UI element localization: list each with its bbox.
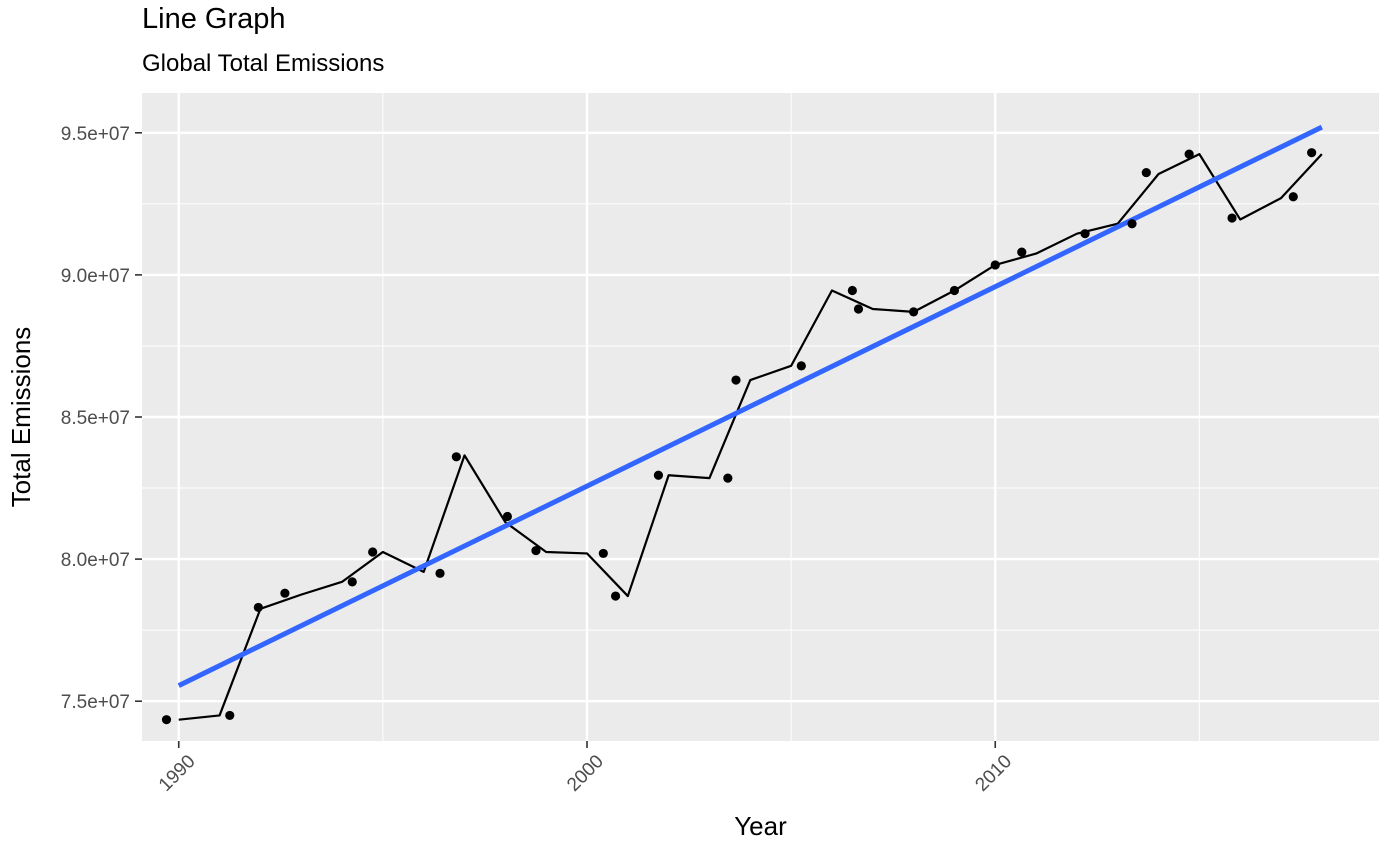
data-point bbox=[451, 452, 461, 462]
data-point bbox=[598, 548, 608, 559]
data-point bbox=[1184, 149, 1194, 159]
data-point bbox=[853, 304, 864, 314]
y-tick-label: 9.0e+07 bbox=[61, 266, 130, 287]
data-point bbox=[949, 285, 960, 296]
y-tick-label: 8.5e+07 bbox=[61, 408, 130, 429]
data-point bbox=[1017, 247, 1027, 257]
data-point bbox=[990, 260, 1000, 270]
data-point bbox=[610, 591, 621, 601]
data-point bbox=[435, 568, 445, 578]
data-point bbox=[653, 470, 664, 480]
data-point bbox=[1288, 192, 1298, 202]
data-point bbox=[368, 547, 378, 557]
y-tick-label: 9.5e+07 bbox=[61, 124, 130, 145]
data-point bbox=[723, 473, 733, 483]
chart-subtitle: Global Total Emissions bbox=[142, 50, 384, 77]
data-point bbox=[347, 577, 357, 587]
data-point bbox=[1307, 148, 1317, 158]
data-point bbox=[1127, 219, 1137, 229]
data-point bbox=[1227, 213, 1237, 223]
x-axis-ticks: 1990 2000 2010 bbox=[155, 741, 1016, 796]
x-tick-label: 1990 bbox=[155, 751, 200, 796]
data-point bbox=[502, 511, 512, 522]
x-axis-title: Year bbox=[734, 811, 787, 841]
y-axis-ticks: 7.5e+07 8.0e+07 8.5e+07 9.0e+07 9.5e+07 bbox=[61, 124, 142, 713]
y-axis-title: Total Emissions bbox=[6, 327, 36, 508]
y-tick-label: 8.0e+07 bbox=[61, 550, 130, 571]
y-tick-label: 7.5e+07 bbox=[61, 692, 130, 713]
data-point bbox=[1141, 167, 1151, 178]
data-point bbox=[161, 715, 172, 725]
data-point bbox=[531, 545, 541, 556]
emissions-line bbox=[178, 153, 1323, 721]
major-gridlines bbox=[142, 93, 1379, 741]
data-point bbox=[847, 285, 857, 296]
chart-title: Line Graph bbox=[142, 3, 286, 35]
data-point bbox=[280, 588, 290, 598]
data-point bbox=[1080, 229, 1090, 239]
data-point bbox=[731, 375, 741, 385]
data-point bbox=[908, 307, 919, 317]
x-tick-label: 2010 bbox=[971, 751, 1016, 796]
data-point bbox=[253, 602, 263, 613]
x-tick-label: 2000 bbox=[563, 751, 608, 796]
data-points bbox=[161, 148, 1317, 725]
data-point bbox=[796, 361, 806, 371]
data-point bbox=[225, 710, 235, 721]
